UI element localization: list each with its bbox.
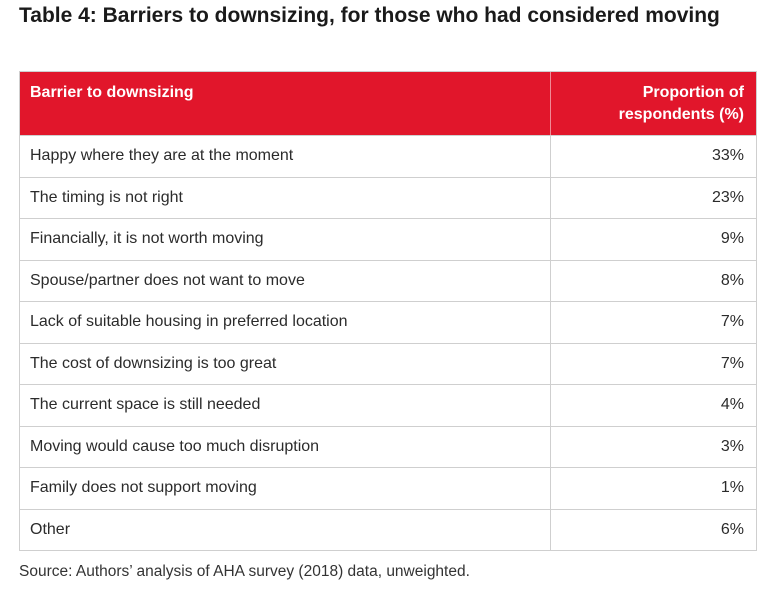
proportion-cell: 1% <box>720 479 744 497</box>
barriers-table: Barrier to downsizing Proportion of resp… <box>19 71 757 551</box>
barrier-cell: The timing is not right <box>20 177 551 218</box>
proportion-cell: 7% <box>720 313 744 331</box>
source-note: Source: Authors’ analysis of AHA survey … <box>19 563 470 580</box>
barrier-cell: The current space is still needed <box>20 385 551 426</box>
table-row: Happy where they are at the moment 33% <box>20 135 756 177</box>
barrier-cell: Happy where they are at the moment <box>20 136 551 177</box>
proportion-cell: 8% <box>720 271 744 289</box>
proportion-cell: 3% <box>720 437 744 455</box>
barrier-cell: Spouse/partner does not want to move <box>20 260 551 301</box>
table-row: Moving would cause too much disruption 3… <box>20 425 756 467</box>
barrier-cell: Moving would cause too much disruption <box>20 426 551 467</box>
proportion-cell: 9% <box>720 230 744 248</box>
table-row: Spouse/partner does not want to move 8% <box>20 259 756 301</box>
proportion-cell: 23% <box>711 188 744 206</box>
header-proportion: Proportion of respondents (%) <box>551 72 756 135</box>
proportion-cell: 33% <box>711 147 744 165</box>
table-title: Table 4: Barriers to downsizing, for tho… <box>19 4 720 27</box>
barrier-cell: Family does not support moving <box>20 468 551 509</box>
table-header-row: Barrier to downsizing Proportion of resp… <box>20 72 756 135</box>
table-row: Family does not support moving 1% <box>20 467 756 509</box>
table-row: The current space is still needed 4% <box>20 384 756 426</box>
barrier-cell: The cost of downsizing is too great <box>20 343 551 384</box>
header-proportion-line1: Proportion of <box>642 84 744 101</box>
table-row: Financially, it is not worth moving 9% <box>20 218 756 260</box>
barrier-cell: Financially, it is not worth moving <box>20 219 551 260</box>
proportion-cell: 4% <box>720 396 744 414</box>
barrier-cell: Other <box>20 509 551 550</box>
header-proportion-line2: respondents (%) <box>618 106 744 123</box>
proportion-cell: 7% <box>720 354 744 372</box>
proportion-cell: 6% <box>720 520 744 538</box>
table-row: Other 6% <box>20 508 756 550</box>
table-row: The cost of downsizing is too great 7% <box>20 342 756 384</box>
table-row: Lack of suitable housing in preferred lo… <box>20 301 756 343</box>
table-row: The timing is not right 23% <box>20 176 756 218</box>
barrier-cell: Lack of suitable housing in preferred lo… <box>20 302 551 343</box>
header-barrier: Barrier to downsizing <box>20 72 551 135</box>
